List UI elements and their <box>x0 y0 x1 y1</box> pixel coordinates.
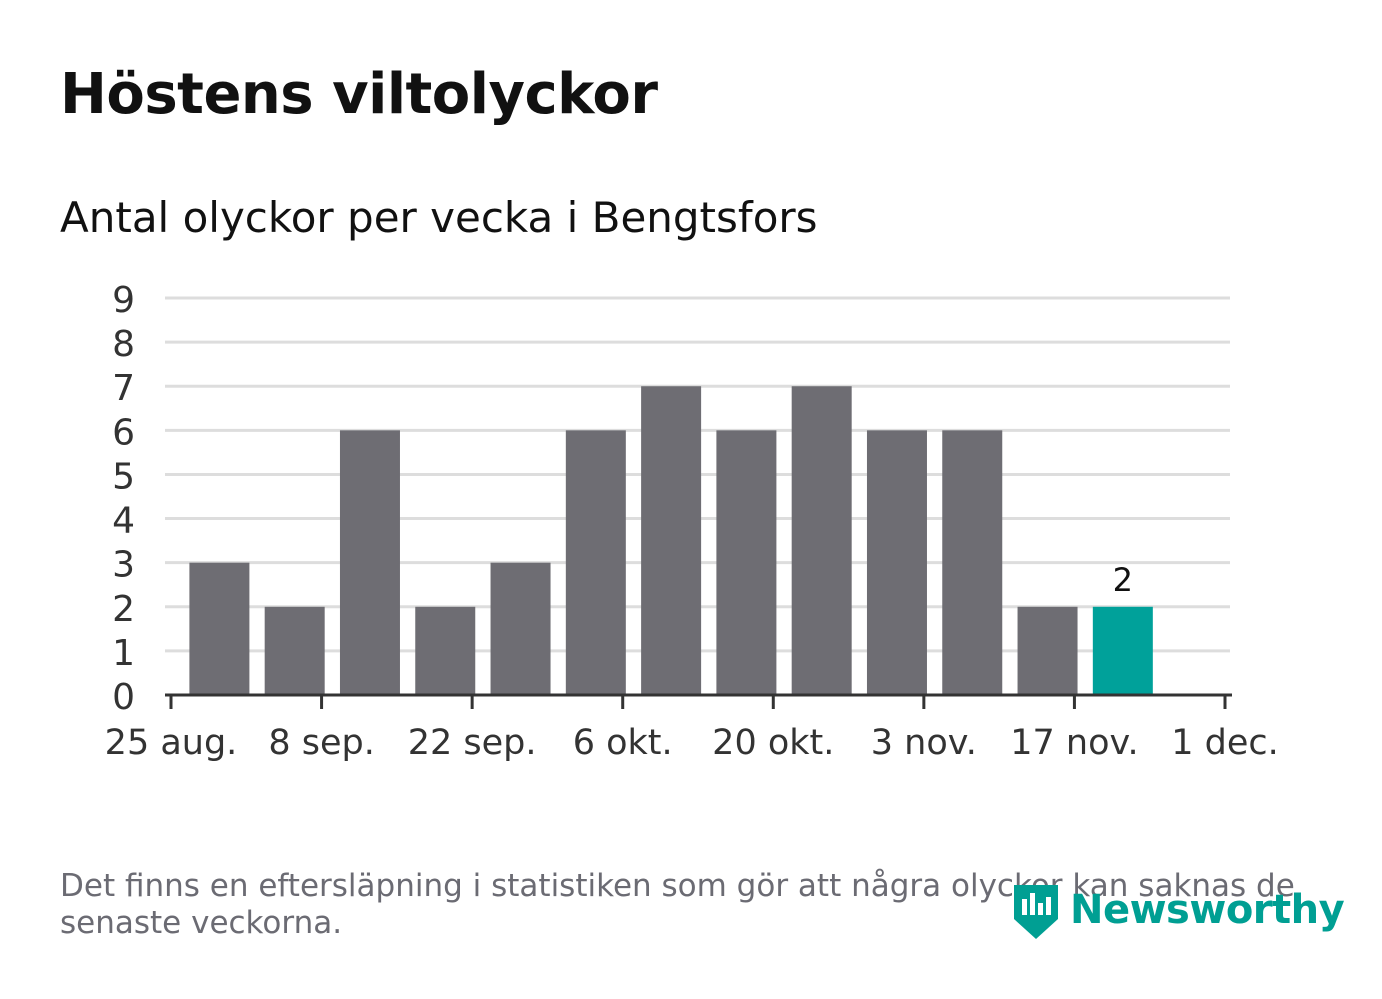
x-tick-label: 8 sep. <box>268 723 375 763</box>
y-tick-label: 0 <box>112 677 135 718</box>
x-tick-label: 25 aug. <box>105 723 238 763</box>
chart-subtitle: Antal olyckor per vecka i Bengtsfors <box>60 193 818 242</box>
y-tick-label: 5 <box>112 456 135 497</box>
bars <box>189 386 1153 695</box>
bar <box>189 562 250 695</box>
y-tick-label: 3 <box>112 545 135 586</box>
bar <box>264 606 325 695</box>
y-tick-label: 2 <box>112 589 135 630</box>
bar <box>791 386 852 695</box>
x-tick-label: 1 dec. <box>1171 723 1279 763</box>
bar <box>339 430 400 695</box>
x-tick-label: 17 nov. <box>1010 723 1138 763</box>
y-tick-label: 4 <box>112 501 135 542</box>
newsworthy-logo-icon <box>1014 885 1058 939</box>
data-labels: 2 <box>1113 561 1133 599</box>
x-tick-label: 22 sep. <box>408 723 537 763</box>
x-tick-label: 20 okt. <box>712 723 834 763</box>
x-tick-label: 3 nov. <box>871 723 977 763</box>
x-axis-ticks: 25 aug. 8 sep. 22 sep. 6 okt. 20 okt. 3 nov. 1… <box>105 695 1279 763</box>
bar <box>866 430 927 695</box>
chart-title: Höstens viltolyckor <box>60 62 658 127</box>
bar <box>942 430 1003 695</box>
newsworthy-logo: Newsworthy <box>1010 878 1345 942</box>
y-tick-label: 6 <box>112 412 135 453</box>
bar <box>490 562 551 695</box>
y-tick-label: 9 <box>112 280 135 321</box>
bar <box>641 386 702 695</box>
logo-text: Newsworthy <box>1070 887 1345 933</box>
x-tick-label: 6 okt. <box>573 723 673 763</box>
bar <box>415 606 476 695</box>
footnote: Det finns en eftersläpning i statistiken… <box>60 868 1295 941</box>
bar <box>565 430 626 695</box>
bar-highlight <box>1092 606 1153 695</box>
bar <box>716 430 777 695</box>
data-label: 2 <box>1113 561 1133 599</box>
y-tick-label: 8 <box>112 324 135 365</box>
y-tick-label: 1 <box>112 633 135 674</box>
y-tick-label: 7 <box>112 368 135 409</box>
bar <box>1017 606 1078 695</box>
